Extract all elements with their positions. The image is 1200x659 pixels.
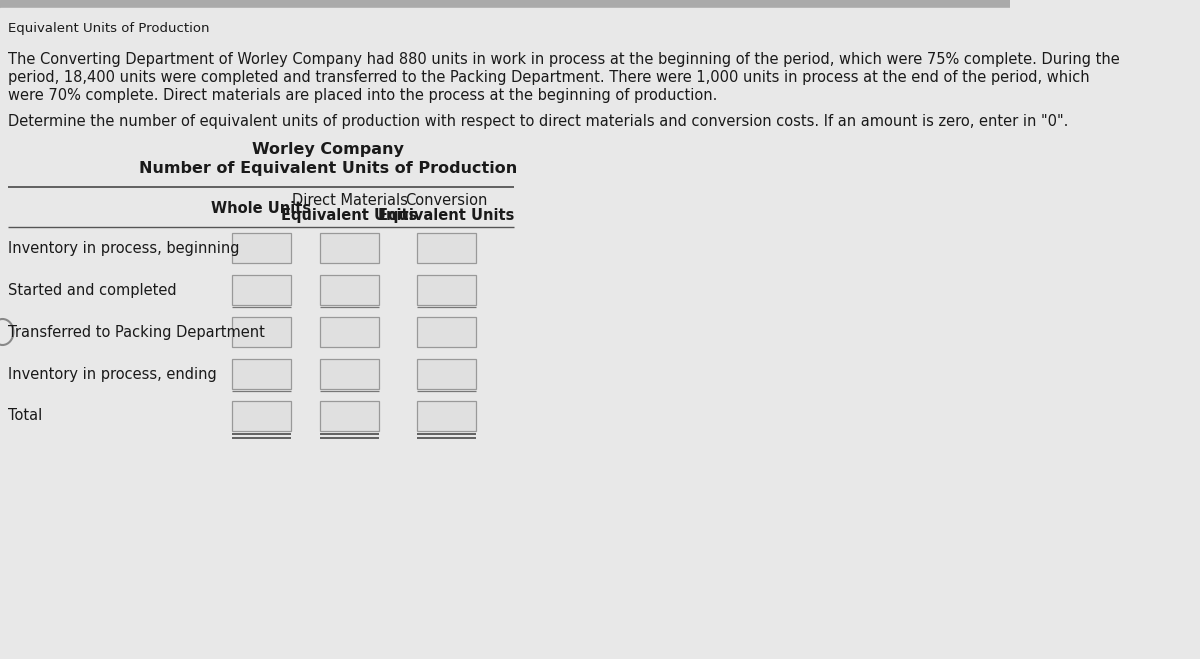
Text: period, 18,400 units were completed and transferred to the Packing Department. T: period, 18,400 units were completed and … [8,70,1090,85]
FancyBboxPatch shape [416,359,475,389]
FancyBboxPatch shape [416,401,475,431]
FancyBboxPatch shape [320,233,379,263]
Text: Transferred to Packing Department: Transferred to Packing Department [8,324,265,339]
FancyBboxPatch shape [416,317,475,347]
Bar [0,0,1010,8]
Text: Total: Total [8,409,43,424]
Text: Conversion: Conversion [406,193,487,208]
FancyBboxPatch shape [320,317,379,347]
Text: The Converting Department of Worley Company had 880 units in work in process at : The Converting Department of Worley Comp… [8,52,1120,67]
FancyBboxPatch shape [232,401,290,431]
Text: Started and completed: Started and completed [8,283,178,297]
FancyBboxPatch shape [416,275,475,305]
FancyBboxPatch shape [320,359,379,389]
FancyBboxPatch shape [232,233,290,263]
FancyBboxPatch shape [320,401,379,431]
Text: Equivalent Units of Production: Equivalent Units of Production [8,22,210,35]
Text: Direct Materials: Direct Materials [292,193,408,208]
FancyBboxPatch shape [416,233,475,263]
Text: Inventory in process, beginning: Inventory in process, beginning [8,241,240,256]
FancyBboxPatch shape [232,317,290,347]
Text: were 70% complete. Direct materials are placed into the process at the beginning: were 70% complete. Direct materials are … [8,88,718,103]
FancyBboxPatch shape [320,275,379,305]
Text: Whole Units: Whole Units [211,201,311,216]
Text: Equivalent Units: Equivalent Units [378,208,515,223]
Text: Inventory in process, ending: Inventory in process, ending [8,366,217,382]
Text: Determine the number of equivalent units of production with respect to direct ma: Determine the number of equivalent units… [8,114,1069,129]
Text: Worley Company: Worley Company [252,142,404,157]
Text: Number of Equivalent Units of Production: Number of Equivalent Units of Production [139,161,517,176]
FancyBboxPatch shape [232,275,290,305]
FancyBboxPatch shape [232,359,290,389]
Text: Equivalent Units: Equivalent Units [281,208,418,223]
